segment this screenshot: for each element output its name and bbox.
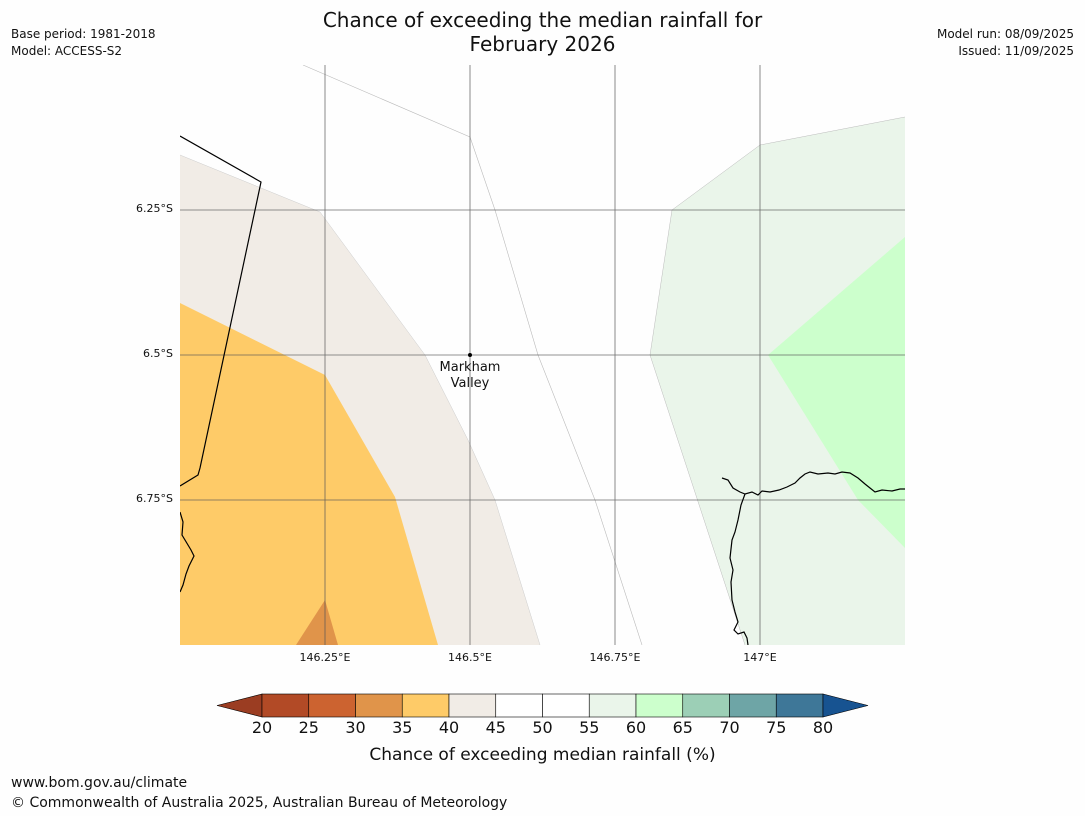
colorbar-segment: [542, 693, 590, 718]
lon-label-4: 147°E: [743, 651, 777, 664]
colorbar-tick-label: 55: [579, 718, 600, 737]
colorbar-extend-low: [216, 693, 263, 718]
footer-url: www.bom.gov.au/climate: [11, 775, 188, 791]
contour-line: [302, 65, 643, 645]
contour-line: [180, 154, 541, 645]
colorbar-segment: [729, 693, 777, 718]
colorbar-tick-label: 70: [719, 718, 740, 737]
model-text: Model: ACCESS-S2: [11, 44, 123, 58]
colorbar-tick-label: 75: [766, 718, 787, 737]
colorbar-tick-label: 40: [438, 718, 460, 737]
model-run-text: Model run: 08/09/2025: [936, 27, 1074, 41]
colorbar-segment: [448, 693, 497, 718]
title-line-1: Chance of exceeding the median rainfall …: [322, 8, 763, 32]
meta-left: Base period: 1981-2018 Model: ACCESS-S2: [11, 26, 156, 60]
lat-label-2: 6.5°S: [143, 347, 173, 360]
lon-label-2: 146.5°E: [448, 651, 492, 664]
colorbar-segment: [635, 693, 684, 718]
colorbar-extend-high: [822, 693, 869, 718]
colorbar-tick-label: 80: [812, 718, 834, 737]
colorbar-tick-label: 65: [672, 718, 693, 737]
lat-label-1: 6.25°S: [136, 202, 173, 215]
issued-text: Issued: 11/09/2025: [958, 44, 1074, 58]
base-period-text: Base period: 1981-2018: [11, 27, 156, 41]
colorbar-tick-label: 60: [625, 718, 647, 737]
lon-label-1: 146.25°E: [299, 651, 351, 664]
zone-55-60: [650, 117, 905, 645]
colorbar-segment: [775, 693, 824, 718]
colorbar-segment: [401, 693, 450, 718]
colorbar-segment: [682, 693, 730, 718]
colorbar-segment: [355, 693, 403, 718]
map-area: [180, 65, 905, 645]
location-label: Markham Valley: [408, 360, 532, 392]
footer-copyright: © Commonwealth of Australia 2025, Austra…: [11, 795, 508, 811]
zone-60-65: [768, 237, 905, 548]
location-name-line-1: Markham: [439, 360, 501, 375]
colorbar-segment: [308, 693, 356, 718]
meta-right: Model run: 08/09/2025 Issued: 11/09/2025: [937, 26, 1074, 60]
title-line-2: February 2026: [469, 32, 616, 56]
location-marker: [468, 353, 472, 357]
location-name-line-2: Valley: [450, 376, 490, 391]
chart-title: Chance of exceeding the median rainfall …: [0, 8, 1085, 56]
colorbar-tick-label: 35: [392, 718, 413, 737]
colorbar-tick-label: 30: [345, 718, 366, 737]
graticule: [180, 65, 905, 645]
colorbar-segment: [261, 693, 310, 718]
colorbar-label: Chance of exceeding median rainfall (%): [369, 745, 716, 765]
lat-label-3: 6.75°S: [136, 492, 173, 505]
zone-30-35: [296, 600, 338, 645]
colorbar-tick-label: 25: [298, 718, 319, 737]
coastline: [180, 135, 905, 645]
lon-label-3: 146.75°E: [589, 651, 641, 664]
colorbar-segment: [495, 693, 543, 718]
colorbar-segment: [588, 693, 637, 718]
colorbar-tick-label: 50: [532, 718, 553, 737]
colorbar-tick-label: 45: [485, 718, 506, 737]
zone-35-40: [180, 303, 438, 645]
colorbar-tick-label: 20: [251, 718, 273, 737]
